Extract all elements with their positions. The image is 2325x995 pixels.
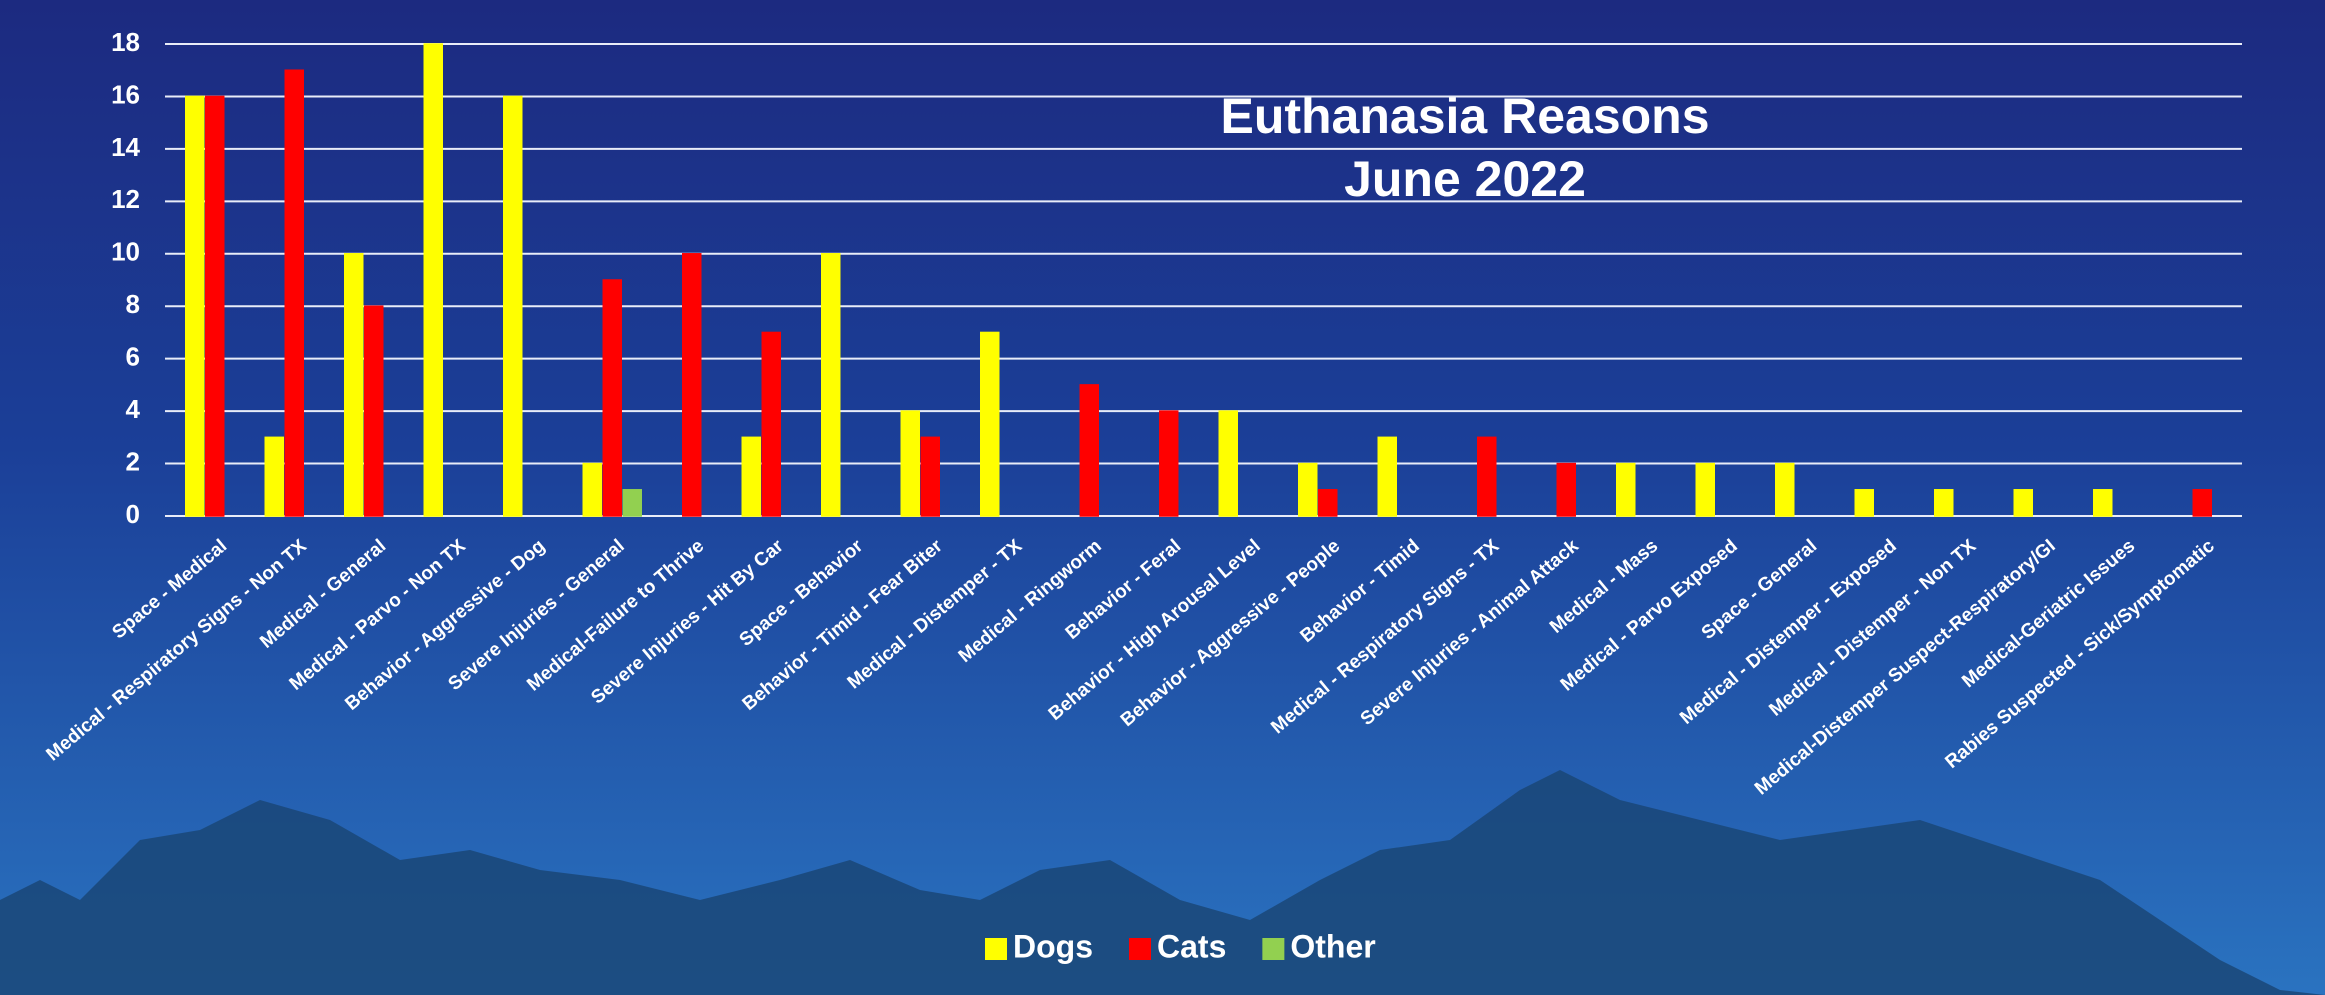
y-tick-label: 2 [126,446,140,476]
bar [1080,385,1098,516]
y-tick-label: 8 [126,289,140,319]
bar [1935,490,1953,516]
bar [345,254,363,516]
bar [1557,464,1575,516]
bar [683,254,701,516]
bar [901,411,919,516]
y-tick-label: 12 [111,184,140,214]
y-tick-label: 18 [111,27,140,57]
bar [2094,490,2112,516]
legend-label: Dogs [1013,928,1093,964]
bar [603,280,621,516]
bar [265,437,283,516]
bar [981,332,999,516]
bar [424,44,442,516]
bar [1299,464,1317,516]
legend-swatch [1129,938,1151,960]
bar [1219,411,1237,516]
bar [504,96,522,516]
bar [742,437,760,516]
bar [1855,490,1873,516]
bar [1319,490,1337,516]
bar [623,490,641,516]
y-tick-label: 6 [126,342,140,372]
legend-label: Cats [1157,928,1226,964]
bar [2193,490,2211,516]
bar [1776,464,1794,516]
legend-swatch [1262,938,1284,960]
y-tick-label: 0 [126,499,140,529]
chart: Euthanasia Reasons June 2022 02468101214… [0,0,2325,995]
legend-label: Other [1290,928,1375,964]
bar [1378,437,1396,516]
bar [1617,464,1635,516]
bar [921,437,939,516]
bar [1160,411,1178,516]
bar [365,306,383,516]
bar [186,96,204,516]
legend-swatch [985,938,1007,960]
bar [206,96,224,516]
bar [285,70,303,516]
bar [1478,437,1496,516]
y-tick-label: 10 [111,237,140,267]
y-tick-label: 4 [126,394,141,424]
y-tick-label: 14 [111,132,140,162]
bar [2014,490,2032,516]
bar [762,332,780,516]
chart-subtitle: June 2022 [1344,151,1586,207]
bar [822,254,840,516]
y-tick-label: 16 [111,79,140,109]
bar [1696,464,1714,516]
bar [583,464,601,516]
